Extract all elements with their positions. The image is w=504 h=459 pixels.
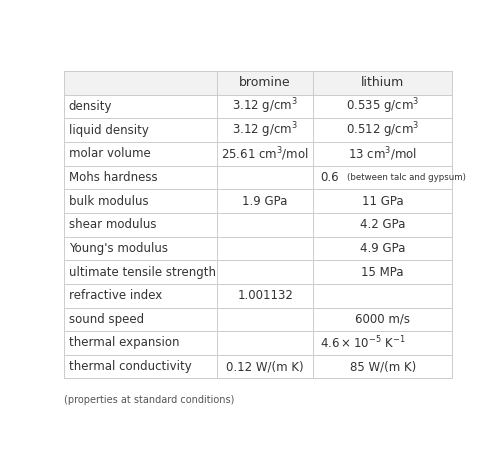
- Text: shear modulus: shear modulus: [69, 218, 156, 231]
- Text: Young's modulus: Young's modulus: [69, 242, 168, 255]
- Text: 0.12 W/(m K): 0.12 W/(m K): [226, 360, 304, 373]
- Text: bromine: bromine: [239, 76, 291, 90]
- Text: 4.2 GPa: 4.2 GPa: [360, 218, 405, 231]
- Text: 1.9 GPa: 1.9 GPa: [242, 195, 288, 207]
- Text: Mohs hardness: Mohs hardness: [69, 171, 157, 184]
- Text: liquid density: liquid density: [69, 123, 149, 137]
- Text: 25.61 cm$^3$/mol: 25.61 cm$^3$/mol: [221, 145, 309, 162]
- Text: density: density: [69, 100, 112, 113]
- Text: 0.6: 0.6: [320, 171, 339, 184]
- Text: refractive index: refractive index: [69, 289, 162, 302]
- Bar: [64, 71, 453, 95]
- Text: thermal conductivity: thermal conductivity: [69, 360, 192, 373]
- Text: lithium: lithium: [361, 76, 404, 90]
- Text: $4.6\times10^{-5}$ K$^{-1}$: $4.6\times10^{-5}$ K$^{-1}$: [320, 335, 406, 351]
- Text: 4.9 GPa: 4.9 GPa: [360, 242, 405, 255]
- Text: 15 MPa: 15 MPa: [361, 266, 404, 279]
- Text: molar volume: molar volume: [69, 147, 151, 160]
- Text: 3.12 g/cm$^3$: 3.12 g/cm$^3$: [232, 97, 298, 116]
- Text: 11 GPa: 11 GPa: [362, 195, 404, 207]
- Text: 6000 m/s: 6000 m/s: [355, 313, 410, 326]
- Text: bulk modulus: bulk modulus: [69, 195, 149, 207]
- Text: (properties at standard conditions): (properties at standard conditions): [64, 395, 234, 405]
- Text: (between talc and gypsum): (between talc and gypsum): [347, 173, 466, 182]
- Text: thermal expansion: thermal expansion: [69, 336, 179, 349]
- Text: 0.512 g/cm$^3$: 0.512 g/cm$^3$: [346, 120, 419, 140]
- Text: 13 cm$^3$/mol: 13 cm$^3$/mol: [348, 145, 417, 162]
- Text: ultimate tensile strength: ultimate tensile strength: [69, 266, 216, 279]
- Text: 85 W/(m K): 85 W/(m K): [350, 360, 416, 373]
- Text: 3.12 g/cm$^3$: 3.12 g/cm$^3$: [232, 120, 298, 140]
- Text: 1.001132: 1.001132: [237, 289, 293, 302]
- Text: 0.535 g/cm$^3$: 0.535 g/cm$^3$: [346, 97, 419, 116]
- Text: sound speed: sound speed: [69, 313, 144, 326]
